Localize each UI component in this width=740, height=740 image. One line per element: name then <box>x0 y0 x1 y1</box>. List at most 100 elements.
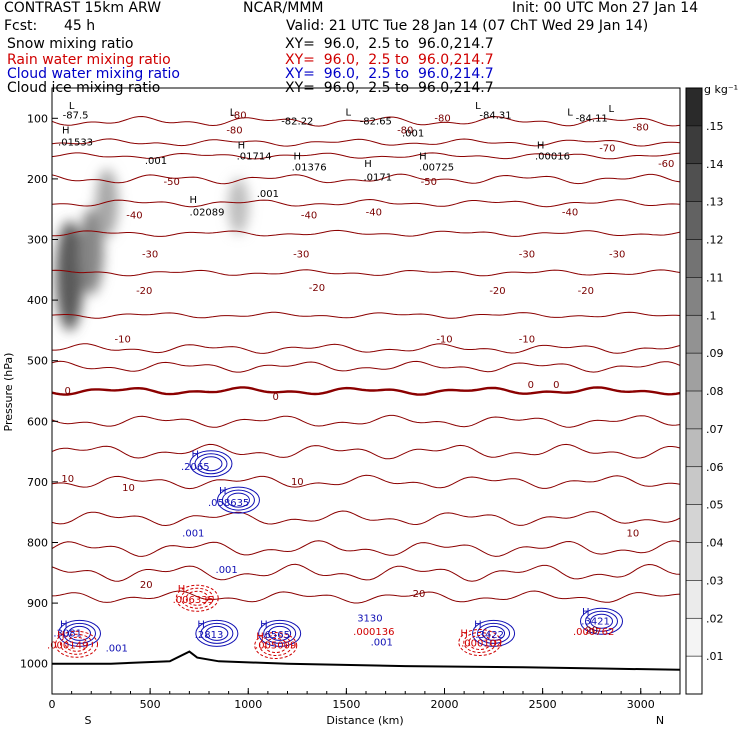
surface-pressure <box>52 650 680 671</box>
temperature-contours <box>52 115 680 604</box>
contour-label: -80 <box>633 122 649 133</box>
hydrometeor-contour <box>175 584 219 612</box>
fcst-label: Fcst: <box>4 18 38 34</box>
colorbar-tick-label: .1 <box>706 309 717 322</box>
isotherm-extra <box>52 414 680 428</box>
contour-labels: -80 -80 -80 -80 -80 -70 -60 -50 -50 -40 -40 -40 -40 -… <box>61 110 674 636</box>
extremum-label: -87.5 <box>63 110 89 121</box>
extremum-label: -84.11 <box>576 113 608 124</box>
hydrometeor-contour <box>67 625 91 641</box>
contour-label: 20 <box>413 589 426 600</box>
colorbar-tick-label: .15 <box>706 120 724 133</box>
hydrometeor-contour <box>263 622 297 644</box>
isotherm-extra <box>52 563 680 582</box>
isotherm-20 <box>52 590 680 604</box>
extremum-label: H <box>219 486 227 497</box>
colorbar-swatch <box>686 618 702 657</box>
contour-label: -80 <box>230 110 246 121</box>
field-rain-name: Rain water mixing ratio <box>7 52 171 68</box>
colorbar-tick-label: .05 <box>706 499 724 512</box>
extremum-label: L <box>230 107 236 118</box>
isotherm--80 <box>52 115 680 127</box>
contour-label: -30 <box>519 250 535 261</box>
isotherm--50 <box>52 173 680 185</box>
contour-label: -10 <box>519 335 535 346</box>
isotherm-extra <box>52 474 680 490</box>
extremum-label: H <box>260 619 268 630</box>
snow-blob <box>78 208 104 295</box>
contour-label: -20 <box>136 286 152 297</box>
extremum-label: .01714 <box>237 152 272 163</box>
x-tick-label: 1500 <box>332 698 360 711</box>
x-end-label-right: N <box>656 714 664 727</box>
colorbar-swatch <box>686 163 702 202</box>
extremum-label: H <box>364 159 372 170</box>
isotherm--70 <box>52 138 680 147</box>
colorbar-swatch <box>686 201 702 240</box>
extremum-label: .3422 <box>475 630 504 641</box>
isotherm-extra <box>52 510 680 527</box>
y-tick-label: 300 <box>27 234 48 247</box>
colorbar-tick-label: .04 <box>706 537 724 550</box>
extremum-label: -82.22 <box>281 116 313 127</box>
isotherm-10 <box>52 443 680 460</box>
hydrometeor-contour <box>482 625 506 641</box>
extremum-label: H <box>190 195 198 206</box>
contour-label: -40 <box>366 207 382 218</box>
hydrometeor-contour <box>199 456 223 472</box>
hydrometeor-contour <box>226 492 250 508</box>
hydrometeor-contour <box>221 489 255 511</box>
x-tick-label: 1000 <box>234 698 262 711</box>
contour-label: -80 <box>434 113 450 124</box>
colorbar-swatch <box>686 580 702 619</box>
hydrometeor-contour <box>180 587 214 609</box>
x-tick-label: 2500 <box>529 698 557 711</box>
contour-label: -30 <box>293 250 309 261</box>
isotherm-0 <box>52 386 680 396</box>
extremum-label: .6565 <box>261 630 290 641</box>
colorbar-tick-label: .09 <box>706 347 724 360</box>
hydrometeor-contour <box>463 631 497 653</box>
hydrometeor-contour <box>200 622 234 644</box>
fcst-value: 45 h <box>64 18 96 34</box>
colorbar-swatch <box>686 315 702 354</box>
colorbar-tick-label: .07 <box>706 423 724 436</box>
isotherm-extra <box>52 540 680 557</box>
colorbar-swatch <box>686 428 702 467</box>
contour-label: 0 <box>553 380 559 391</box>
contour-label: -50 <box>164 177 180 188</box>
surface-pressure-line <box>52 650 680 671</box>
field-cloud-water-xy: XY= 96.0, 2.5 to 96.0,214.7 <box>285 66 494 82</box>
contour-label: -40 <box>126 210 142 221</box>
y-tick-label: 700 <box>27 476 48 489</box>
colorbar-swatch <box>686 542 702 581</box>
extremum-label: H <box>294 152 302 163</box>
hydrometeor-contour <box>57 619 101 647</box>
hydrometeor-contour <box>268 625 292 641</box>
org-label: NCAR/MMM <box>243 0 324 16</box>
field-snow-xy: XY= 96.0, 2.5 to 96.0,214.7 <box>285 36 494 52</box>
colorbar-tick-label: .02 <box>706 612 724 625</box>
snow-shading <box>55 169 249 331</box>
colorbar-tick-label: .03 <box>706 574 724 587</box>
extremum-label: -84.31 <box>479 110 511 121</box>
extremum-label: H <box>419 152 427 163</box>
snow-blob <box>228 178 249 235</box>
colorbar-swatch <box>686 88 702 126</box>
hydrometeor-contour <box>468 634 492 650</box>
hydrometeor-contour <box>264 638 288 654</box>
hydrometeor-contour <box>259 635 293 657</box>
extremum-label: -82.65 <box>360 116 392 127</box>
isotherm--10 <box>52 311 680 319</box>
extremum-label: .2813 <box>195 630 224 641</box>
hydrometeor-contour <box>185 590 209 606</box>
colorbar-swatch <box>686 353 702 391</box>
extremum-label: L <box>609 104 615 115</box>
model-title: CONTRAST 15km ARW <box>4 0 162 16</box>
y-tick-label: 100 <box>27 112 48 125</box>
contour-label: 20 <box>140 580 153 591</box>
colorbar-tick-label: .14 <box>706 158 724 171</box>
extremum-label: .058635 <box>208 498 249 509</box>
extremum-label: .02089 <box>190 207 225 218</box>
